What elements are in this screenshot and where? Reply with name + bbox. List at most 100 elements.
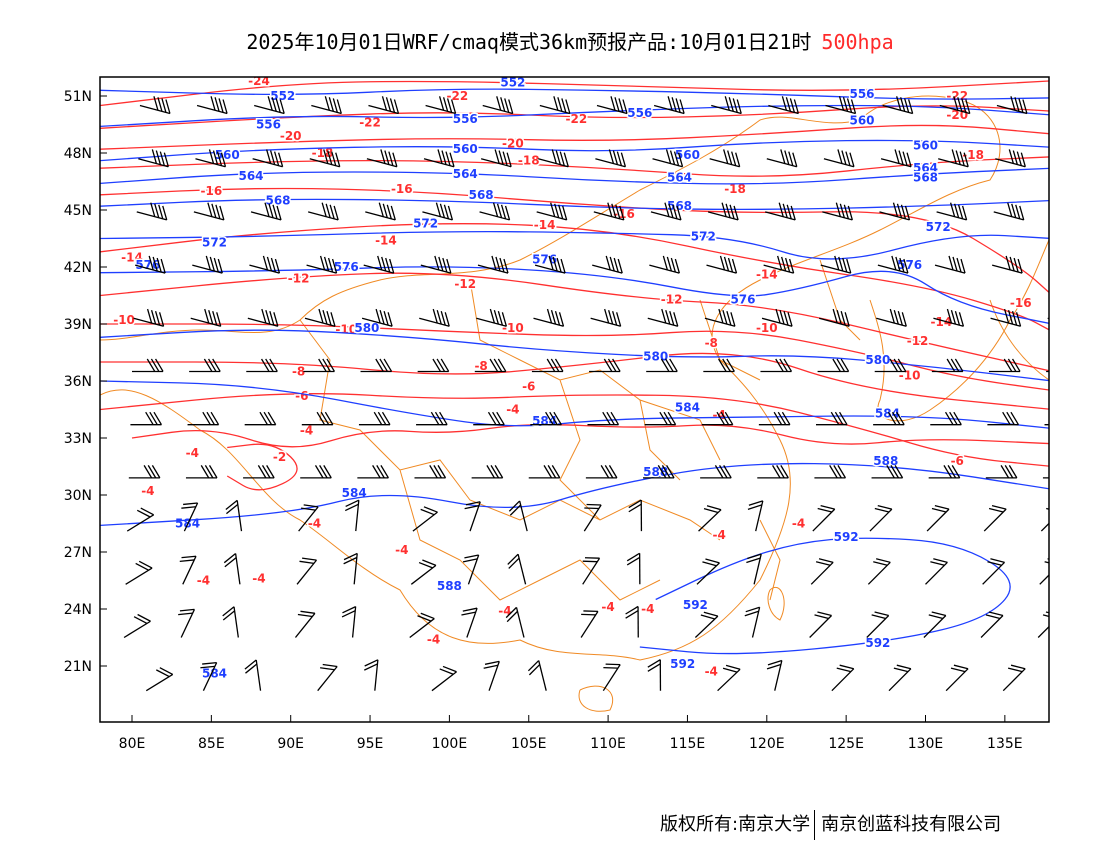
wind-barb (126, 507, 155, 532)
wind-barb (244, 659, 262, 691)
height-contour-label: 560 (913, 138, 938, 152)
height-contour-label: 564 (913, 161, 938, 175)
wind-barb (593, 202, 625, 221)
temperature-contour-label: -20 (280, 129, 302, 143)
wind-barb (879, 202, 911, 221)
wind-barb (760, 358, 793, 373)
wind-barb (809, 611, 833, 638)
wind-barb (873, 411, 905, 426)
x-tick-label: 80E (119, 736, 146, 752)
wind-barbs (123, 96, 1081, 692)
temperature-contour--16 (100, 187, 1049, 294)
wind-barb (882, 96, 914, 115)
wind-barb (765, 202, 796, 221)
wind-barb (694, 611, 719, 638)
wind-barb (358, 411, 391, 426)
wind-barb (364, 659, 379, 691)
wind-barb (582, 557, 601, 585)
temperature-contour-label: -4 (713, 528, 726, 542)
wind-barb (200, 661, 218, 691)
temperature-contour-label: -8 (705, 336, 718, 350)
temperature-contour-label: -4 (308, 517, 321, 531)
wind-barb (1037, 611, 1049, 638)
wind-barb (647, 659, 662, 691)
wind-barb (866, 611, 890, 638)
height-contour-label: 556 (849, 87, 874, 101)
y-tick-label: 36N (64, 374, 92, 390)
wind-barb (1051, 203, 1081, 220)
wind-barb (980, 611, 1004, 638)
copyright-right: 南京创蓝科技有限公司 (821, 814, 1002, 835)
x-tick-label: 105E (511, 736, 547, 752)
height-contour-568 (100, 198, 1049, 211)
temperature-contour-label: -22 (946, 89, 968, 103)
wind-barb (483, 660, 500, 691)
height-contour-label: 568 (667, 199, 692, 213)
wind-barb (179, 555, 197, 585)
wind-barb (653, 96, 685, 115)
wind-barb (871, 465, 904, 479)
height-contour-label: 588 (437, 579, 462, 593)
wind-barb (533, 308, 565, 327)
height-contour-label: 584 (532, 414, 557, 428)
wind-barb (717, 664, 741, 692)
axes: 80E 85E 90E 95E 100E 105E 110E 115E 120E 125E 130E… (64, 89, 1023, 752)
wind-barb (244, 411, 277, 426)
wind-barb (195, 149, 227, 168)
temperature-contour-label: -10 (899, 368, 921, 382)
temperature-contour-label: -22 (446, 89, 468, 103)
height-contour-label: 592 (670, 657, 695, 671)
wind-barb (700, 465, 732, 479)
height-contour-label: 576 (334, 260, 359, 274)
wind-barb (768, 96, 800, 115)
wind-barb (139, 96, 171, 115)
temperature-contour-label: -4 (641, 602, 654, 616)
height-contour-580 (100, 329, 1049, 382)
height-contour-label: 580 (354, 321, 379, 335)
temperature-contour-label: -4 (705, 665, 718, 679)
wind-barb (696, 558, 720, 585)
wind-barb (419, 308, 450, 327)
wind-barb (296, 557, 318, 585)
temperature-contour-label: -12 (454, 277, 476, 291)
height-contour-label: 584 (202, 667, 227, 681)
wind-barb (706, 255, 738, 274)
wind-barb (247, 308, 279, 327)
wind-barb (530, 411, 562, 426)
temperature-contour-label: -18 (724, 182, 746, 196)
height-contour-label: 572 (691, 230, 716, 244)
wind-barb (939, 96, 971, 115)
x-tick-label: 100E (432, 736, 468, 752)
temperature-contour-label: -14 (756, 268, 778, 282)
wind-barb (357, 465, 389, 479)
wind-barb (652, 149, 684, 168)
wind-barb (360, 358, 393, 373)
x-tick-label: 125E (828, 736, 864, 752)
temperature-contour-label: -14 (931, 315, 953, 329)
wind-barb (309, 149, 341, 168)
wind-barb (133, 308, 165, 327)
temperature-contour-label: -4 (197, 574, 210, 588)
y-tick-label: 30N (64, 488, 92, 504)
x-tick-label: 115E (670, 736, 706, 752)
wind-barb (473, 411, 505, 426)
wind-barb (507, 553, 527, 585)
temperature-contour-label: -4 (498, 604, 511, 618)
wind-barb (867, 558, 891, 585)
wind-barb (703, 358, 735, 373)
wind-barb (876, 308, 907, 327)
temperature-contour-label: -10 (756, 321, 778, 335)
wind-barb (1039, 558, 1049, 585)
wind-barb (187, 411, 220, 426)
temperature-contour-label: -12 (907, 334, 929, 348)
y-tick-label: 21N (64, 659, 92, 675)
wind-barb (698, 505, 722, 532)
temperature-contour-label: -14 (375, 233, 397, 247)
wind-barb (136, 202, 168, 221)
wind-barb (595, 149, 627, 168)
wind-barb (747, 500, 764, 532)
wind-barb (477, 255, 509, 274)
wind-barb (298, 504, 319, 532)
wind-barb (831, 664, 855, 692)
